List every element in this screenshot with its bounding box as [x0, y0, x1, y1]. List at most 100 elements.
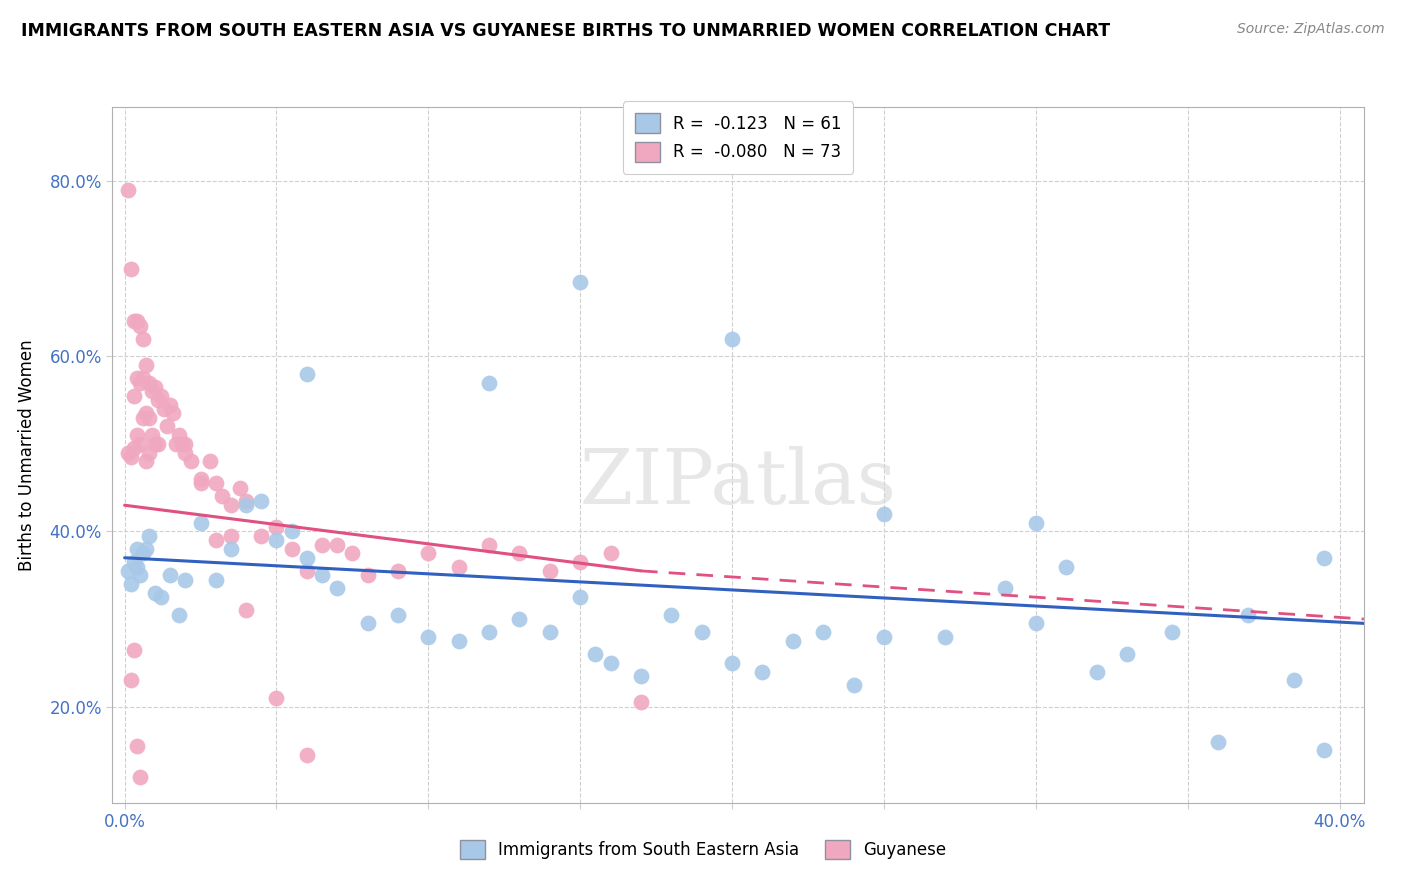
Point — [159, 398, 181, 412]
Point — [172, 437, 194, 451]
Point — [342, 546, 364, 560]
Point — [418, 546, 440, 560]
Point — [235, 494, 257, 508]
Point — [235, 498, 257, 512]
Point — [165, 437, 187, 451]
Point — [569, 275, 592, 289]
Point — [599, 546, 621, 560]
Point — [122, 389, 145, 403]
Legend: Immigrants from South Eastern Asia, Guyanese: Immigrants from South Eastern Asia, Guya… — [453, 834, 953, 866]
Point — [1161, 625, 1184, 640]
Point — [418, 630, 440, 644]
Point — [211, 490, 233, 504]
Point — [994, 582, 1017, 596]
Point — [326, 582, 349, 596]
Point — [1237, 607, 1260, 622]
Point — [538, 564, 561, 578]
Point — [143, 586, 166, 600]
Point — [143, 380, 166, 394]
Point — [125, 314, 148, 328]
Point — [132, 332, 155, 346]
Point — [125, 541, 148, 556]
Point — [659, 607, 682, 622]
Point — [135, 358, 157, 372]
Point — [447, 633, 470, 648]
Point — [174, 573, 197, 587]
Point — [125, 739, 148, 753]
Point — [478, 376, 501, 390]
Point — [169, 428, 191, 442]
Point — [125, 428, 148, 442]
Point — [250, 494, 273, 508]
Point — [690, 625, 713, 640]
Point — [174, 446, 197, 460]
Point — [295, 564, 318, 578]
Text: Source: ZipAtlas.com: Source: ZipAtlas.com — [1237, 22, 1385, 37]
Point — [125, 559, 148, 574]
Point — [356, 616, 378, 631]
Text: IMMIGRANTS FROM SOUTH EASTERN ASIA VS GUYANESE BIRTHS TO UNMARRIED WOMEN CORRELA: IMMIGRANTS FROM SOUTH EASTERN ASIA VS GU… — [21, 22, 1111, 40]
Point — [219, 498, 242, 512]
Point — [128, 318, 150, 333]
Point — [125, 371, 148, 385]
Point — [122, 642, 145, 657]
Point — [508, 612, 530, 626]
Point — [122, 555, 145, 569]
Point — [1054, 559, 1077, 574]
Point — [190, 472, 212, 486]
Point — [138, 446, 160, 460]
Point — [280, 524, 302, 539]
Point — [583, 647, 606, 661]
Y-axis label: Births to Unmarried Women: Births to Unmarried Women — [18, 339, 35, 571]
Point — [150, 590, 173, 604]
Point — [229, 481, 252, 495]
Legend: R =  -0.123   N = 61, R =  -0.080   N = 73: R = -0.123 N = 61, R = -0.080 N = 73 — [623, 102, 853, 174]
Point — [132, 410, 155, 425]
Point — [128, 437, 150, 451]
Point — [153, 401, 176, 416]
Point — [1313, 550, 1336, 565]
Point — [219, 541, 242, 556]
Point — [135, 541, 157, 556]
Point — [219, 529, 242, 543]
Point — [266, 690, 288, 705]
Point — [204, 533, 226, 548]
Point — [326, 538, 349, 552]
Point — [387, 607, 409, 622]
Point — [478, 538, 501, 552]
Point — [190, 476, 212, 491]
Point — [120, 577, 142, 591]
Point — [132, 546, 155, 560]
Point — [569, 590, 592, 604]
Point — [159, 568, 181, 582]
Point — [447, 559, 470, 574]
Point — [204, 476, 226, 491]
Point — [120, 262, 142, 277]
Point — [117, 183, 139, 197]
Point — [1313, 743, 1336, 757]
Point — [387, 564, 409, 578]
Point — [128, 568, 150, 582]
Point — [169, 607, 191, 622]
Point — [1206, 734, 1229, 748]
Point — [842, 678, 865, 692]
Point — [295, 550, 318, 565]
Point — [569, 555, 592, 569]
Point — [122, 442, 145, 456]
Point — [266, 533, 288, 548]
Point — [538, 625, 561, 640]
Point — [128, 770, 150, 784]
Point — [478, 625, 501, 640]
Point — [138, 529, 160, 543]
Point — [190, 516, 212, 530]
Point — [135, 406, 157, 420]
Point — [141, 428, 163, 442]
Text: ZIPatlas: ZIPatlas — [579, 446, 897, 520]
Point — [156, 419, 179, 434]
Point — [162, 406, 184, 420]
Point — [204, 573, 226, 587]
Point — [1116, 647, 1139, 661]
Point — [873, 507, 896, 521]
Point — [150, 389, 173, 403]
Point — [1025, 516, 1047, 530]
